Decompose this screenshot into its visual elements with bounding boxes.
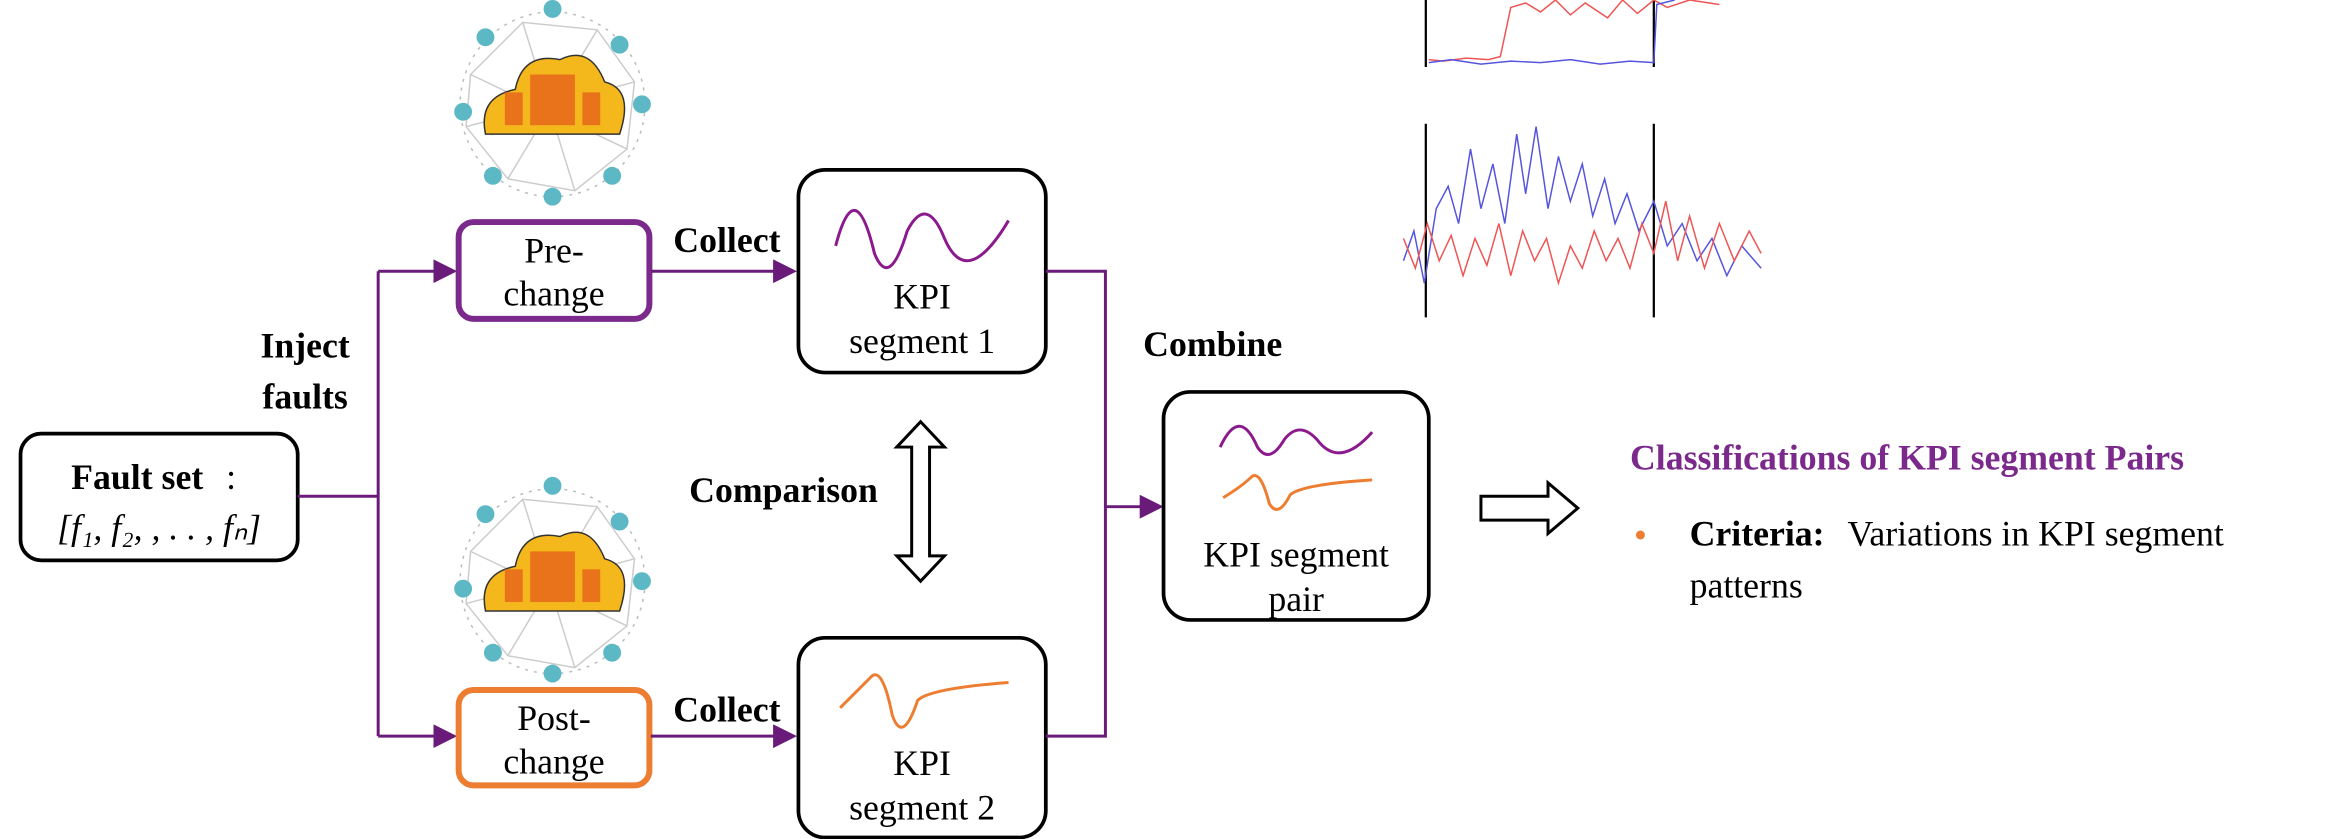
wave <box>1222 474 1373 511</box>
post-change-label: Post- <box>517 698 591 738</box>
post-change-label: change <box>503 741 604 781</box>
inject-label: faults <box>262 376 348 416</box>
pre-change-box <box>455 219 653 322</box>
connector <box>297 271 380 737</box>
wave <box>834 208 1010 270</box>
pre-change-label: change <box>503 273 604 313</box>
wave <box>839 673 1009 729</box>
pair-label: KPI segment <box>1203 534 1389 574</box>
collect-label: Collect <box>673 689 780 729</box>
collect-label: Collect <box>673 220 780 260</box>
inject-label: Inject <box>260 326 349 366</box>
connector <box>1045 269 1107 738</box>
criteria-label: Criteria: <box>1690 513 1825 553</box>
classification-title: Classifications of KPI segment Pairs <box>1630 437 2184 477</box>
cloud-icon <box>453 476 652 684</box>
segment-2-label: segment 2 <box>849 788 995 828</box>
pair-box <box>1161 390 1431 622</box>
segment-1-label: segment 1 <box>849 321 995 361</box>
bullet <box>1635 530 1645 540</box>
kpi-plots <box>1402 0 1762 318</box>
comparison-label: Comparison <box>689 470 878 510</box>
segment-2-label: KPI <box>893 743 951 783</box>
fault-set-box <box>18 431 300 563</box>
cloud-icon <box>453 0 652 207</box>
combine-label: Combine <box>1143 324 1282 364</box>
fault-set-colon: : <box>226 457 236 497</box>
pair-label: pair <box>1268 579 1324 619</box>
segment-1-label: KPI <box>893 276 951 316</box>
pre-change-label: Pre- <box>524 230 584 270</box>
double-arrow <box>893 419 948 584</box>
criteria-text: patterns <box>1690 566 1803 606</box>
hollow-arrow <box>1479 479 1581 537</box>
fault-set-label: Fault set <box>71 457 203 497</box>
post-change-box <box>455 686 653 789</box>
wave <box>1218 424 1374 456</box>
criteria-text: Variations in KPI segment <box>1848 513 2224 553</box>
fault-formula: [f₁, f₂, , . . , fₙ] <box>57 507 261 547</box>
